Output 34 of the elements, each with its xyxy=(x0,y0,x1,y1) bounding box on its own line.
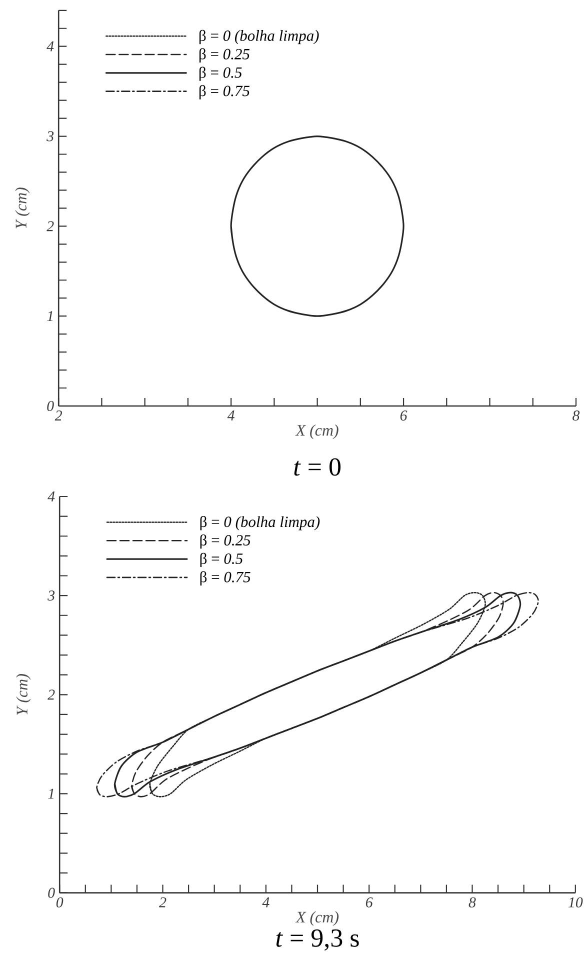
legend-label: β = 0.75 xyxy=(199,85,250,100)
x-tick-label: 0 xyxy=(56,897,64,908)
text: t = 9,3 s xyxy=(276,929,359,951)
x-tick-label: 8 xyxy=(572,410,580,421)
text: β = 0 (bolha limpa) xyxy=(200,516,320,530)
x-tick-label: 4 xyxy=(262,897,270,908)
x-tick-label: 8 xyxy=(468,897,476,908)
y-tick-label: 0 xyxy=(47,400,54,412)
text: t = 0 xyxy=(294,458,341,476)
text: β = 0.25 xyxy=(200,534,250,549)
text: β = 0.5 xyxy=(200,552,243,568)
x-axis-title: X (cm) xyxy=(295,911,339,926)
text: β = 0.5 xyxy=(199,66,242,81)
x-tick-label: 6 xyxy=(366,897,373,908)
y-tick-label: 4 xyxy=(46,41,54,52)
y-tick-label: 3 xyxy=(46,131,54,142)
y-tick-label: 1 xyxy=(48,788,54,799)
y-tick-label: 1 xyxy=(47,311,52,322)
y-axis-title: Y (cm) xyxy=(16,674,31,715)
y-tick-label: 2 xyxy=(48,690,55,700)
x-tick-label: 6 xyxy=(400,410,408,421)
x-tick-label: 10 xyxy=(568,897,583,908)
x-tick-label: 4 xyxy=(227,410,234,420)
y-tick-label: 0 xyxy=(48,888,55,898)
x-axis-title: X (cm) xyxy=(295,424,338,439)
y-tick-label: 4 xyxy=(48,492,55,502)
legend-label: β = 0.25 xyxy=(199,48,250,63)
y-tick-label: 2 xyxy=(46,221,54,232)
text: β = 0.75 xyxy=(200,571,250,586)
x-tick-label: 2 xyxy=(159,897,166,908)
x-tick-label: 2 xyxy=(54,410,62,420)
legend-label: β = 0 (bolha limpa) xyxy=(199,30,319,44)
y-axis-title: Y (cm) xyxy=(15,188,30,228)
y-tick-label: 3 xyxy=(48,590,55,601)
